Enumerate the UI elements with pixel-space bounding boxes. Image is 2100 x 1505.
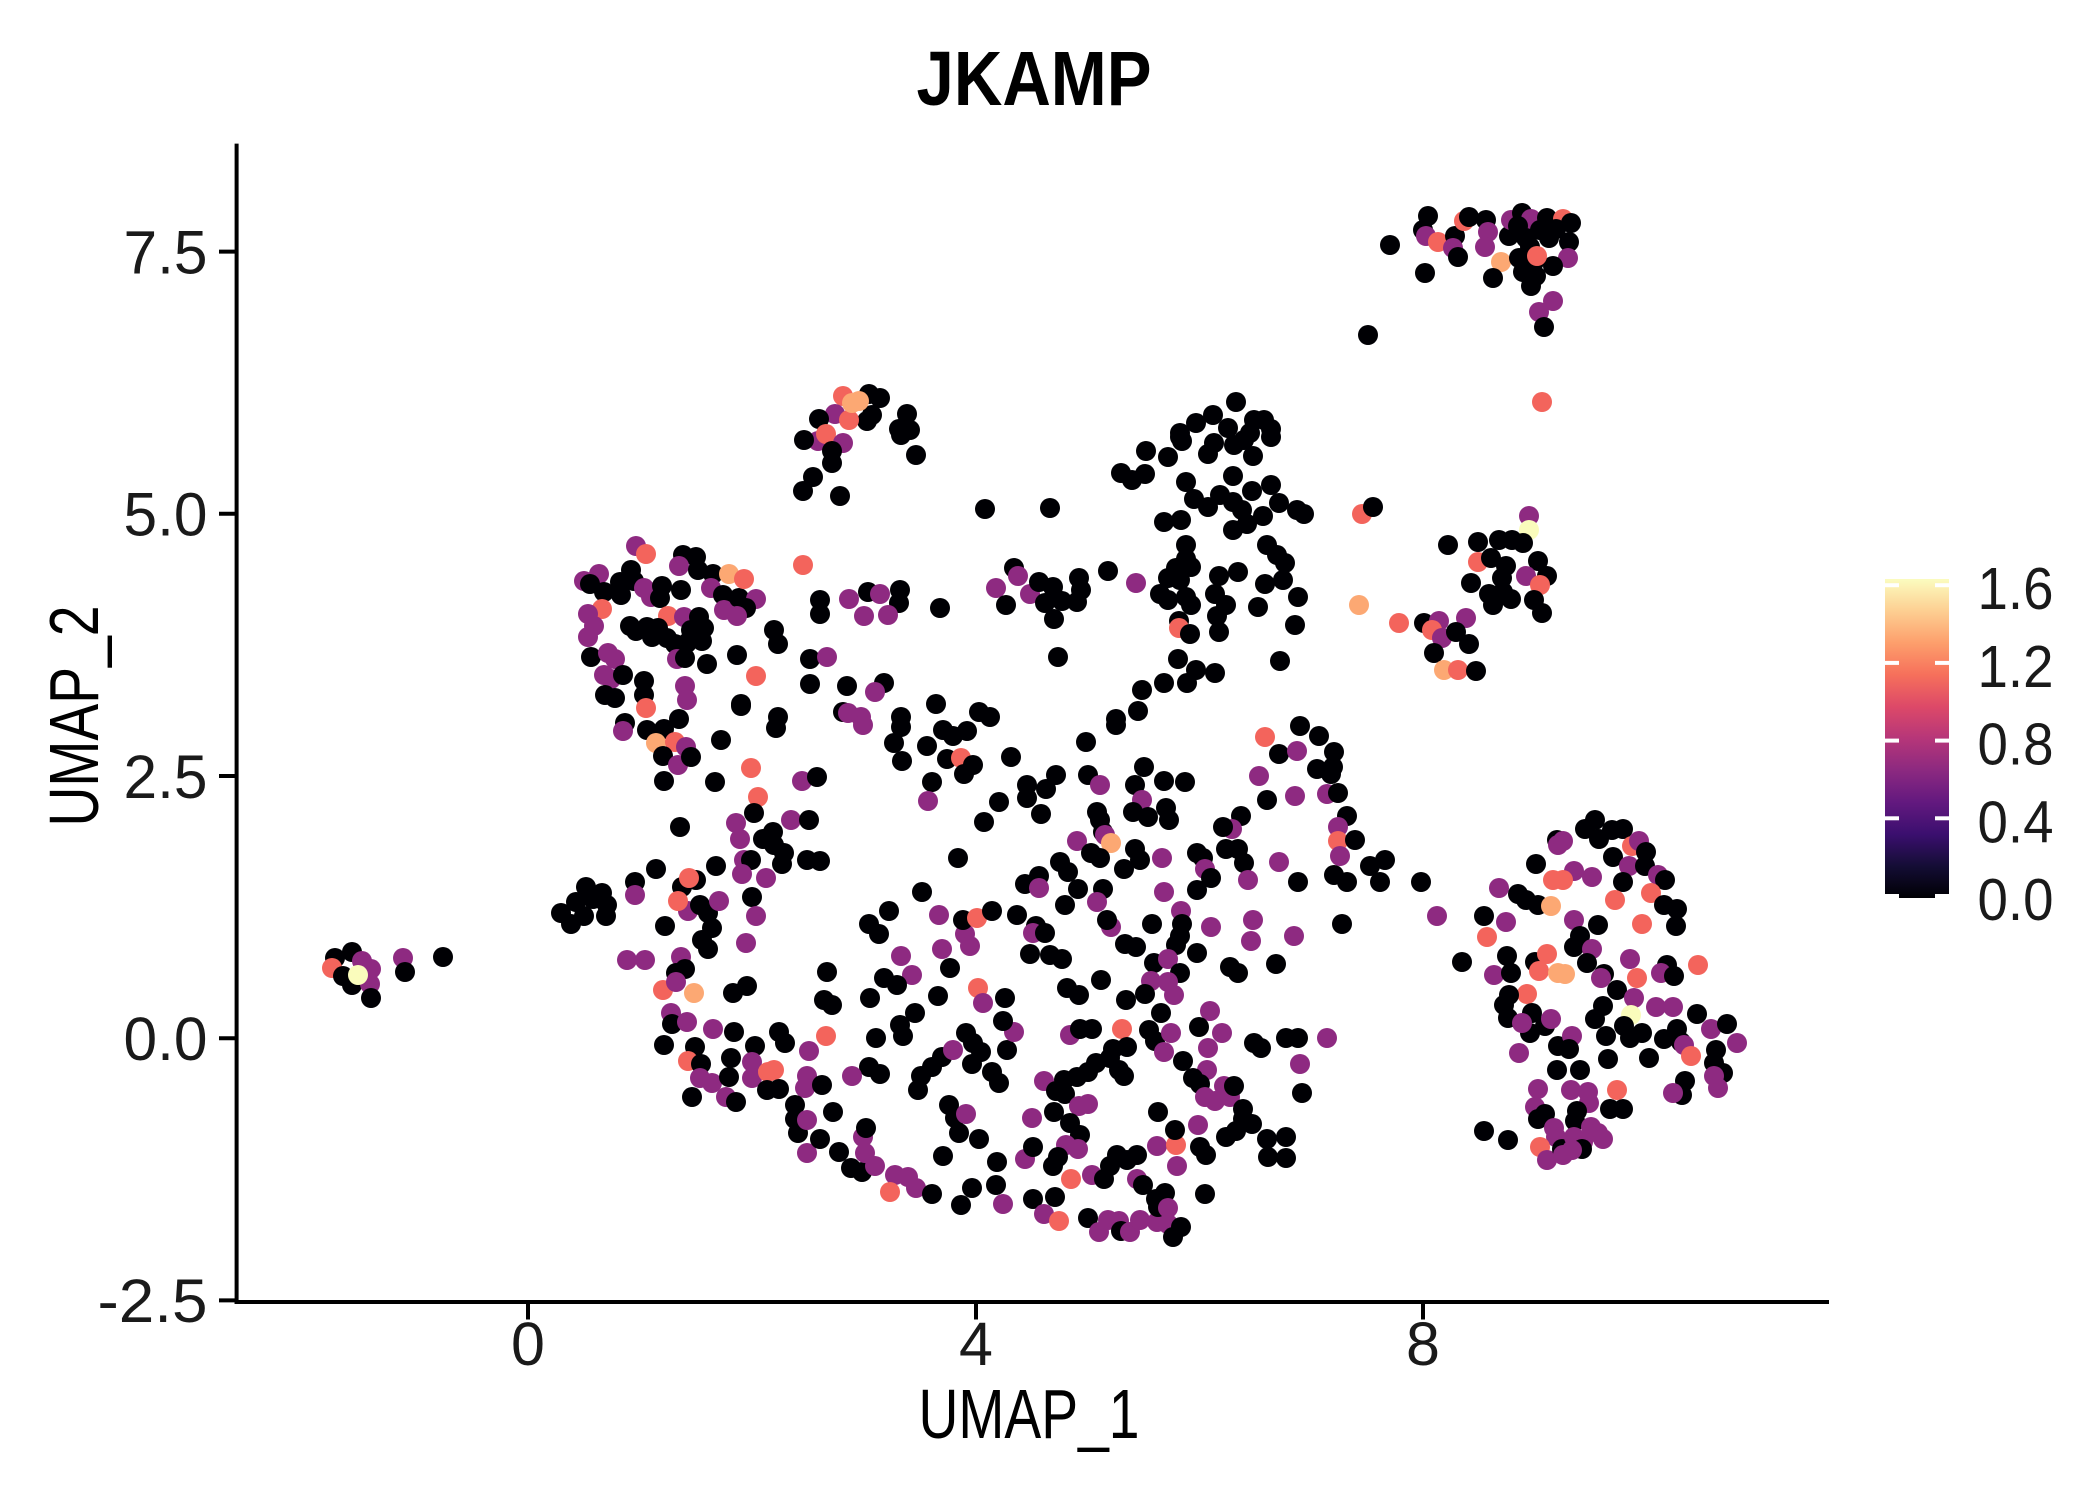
svg-text:5.0: 5.0 [124, 481, 208, 549]
svg-text:-2.5: -2.5 [98, 1267, 208, 1335]
svg-text:7.5: 7.5 [124, 218, 208, 286]
svg-text:0.8: 0.8 [1978, 712, 2054, 778]
svg-text:2.5: 2.5 [124, 743, 208, 811]
svg-text:0.0: 0.0 [124, 1005, 208, 1073]
svg-text:UMAP_2: UMAP_2 [35, 606, 113, 827]
svg-text:0: 0 [511, 1310, 545, 1378]
svg-text:1.6: 1.6 [1978, 556, 2054, 622]
svg-text:UMAP_1: UMAP_1 [919, 1375, 1140, 1453]
svg-text:0.0: 0.0 [1978, 867, 2054, 933]
svg-text:JKAMP: JKAMP [917, 36, 1152, 122]
svg-text:8: 8 [1406, 1310, 1440, 1378]
svg-text:0.4: 0.4 [1978, 789, 2054, 855]
svg-text:1.2: 1.2 [1978, 634, 2054, 700]
svg-text:4: 4 [959, 1310, 993, 1378]
